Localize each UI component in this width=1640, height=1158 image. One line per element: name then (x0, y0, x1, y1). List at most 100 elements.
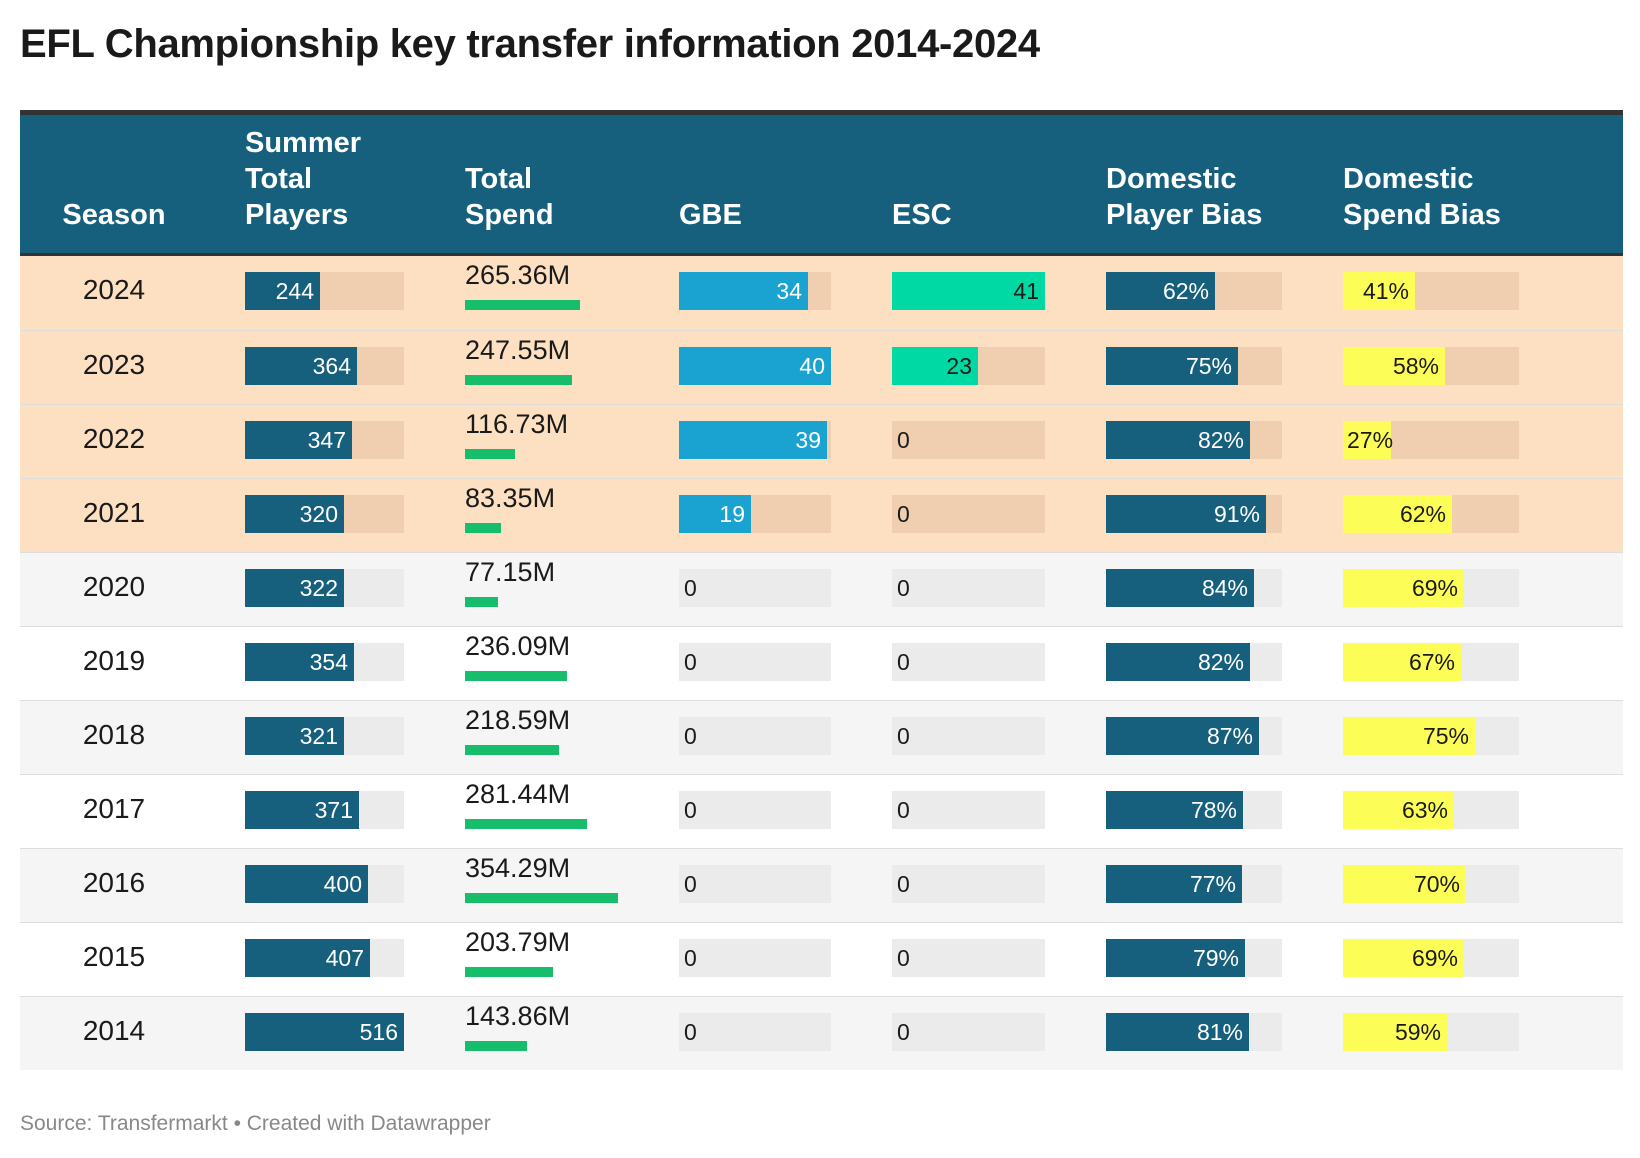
spend-bias-bar (1343, 1013, 1447, 1051)
esc-bar-track: 0 (892, 717, 1045, 755)
table-body: 2024 244 34 41 62% 41% 265.36M 2023 364 40 23 75% 58… (20, 256, 1623, 1070)
header-players: Summer Total Players (245, 127, 362, 231)
spend-bias-bar-track: 67% (1343, 643, 1519, 681)
esc-bar-track: 0 (892, 865, 1045, 903)
players-bar (245, 272, 320, 310)
season-cell: 2017 (82, 793, 146, 824)
gbe-value: 0 (684, 649, 697, 675)
spend-bar (465, 671, 567, 681)
spend-bias-value: 58% (1392, 353, 1439, 379)
spend-bias-value: 69% (1411, 945, 1458, 971)
gbe-value: 0 (684, 797, 697, 823)
esc-value: 0 (897, 427, 910, 453)
spend-value: 281.44M (465, 779, 571, 809)
gbe-bar (679, 421, 827, 459)
player-bias-value: 81% (1196, 1019, 1243, 1045)
player-bias-value: 77% (1189, 871, 1236, 897)
player-bias-bar-track: 75% (1106, 347, 1282, 385)
header-spend-bias: Domestic Spend Bias (1343, 163, 1501, 231)
player-bias-bar (1106, 939, 1245, 977)
player-bias-bar-track: 77% (1106, 865, 1282, 903)
players-bar-track: 516 (245, 1013, 404, 1051)
table-header: Season Summer Total Players Total Spend … (20, 115, 1623, 256)
spend-value: 236.09M (465, 631, 571, 661)
esc-bar-track: 0 (892, 569, 1045, 607)
players-bar (245, 865, 368, 903)
esc-value: 23 (946, 353, 972, 379)
esc-value: 0 (897, 945, 910, 971)
season-cell: 2023 (82, 349, 146, 380)
esc-bar (892, 347, 978, 385)
table-row: 2021 320 19 0 91% 62% 83.35M (20, 478, 1623, 552)
spend-bias-bar (1343, 717, 1475, 755)
spend-value: 77.15M (465, 557, 556, 587)
spend-bias-value: 41% (1362, 278, 1409, 304)
players-value: 347 (307, 427, 346, 453)
table-row: 2015 407 0 0 79% 69% 203.79M (20, 922, 1623, 996)
players-bar (245, 939, 370, 977)
players-bar-track: 364 (245, 347, 404, 385)
table-row: 2024 244 34 41 62% 41% 265.36M (20, 256, 1623, 330)
players-bar-track: 244 (245, 272, 404, 310)
gbe-bar (679, 347, 831, 385)
players-bar-track: 407 (245, 939, 404, 977)
spend-bias-value: 59% (1394, 1019, 1441, 1045)
spend-bias-bar-track: 62% (1343, 495, 1519, 533)
player-bias-value: 91% (1213, 501, 1260, 527)
player-bias-bar-track: 84% (1106, 569, 1282, 607)
table-row: 2016 400 0 0 77% 70% 354.29M (20, 848, 1623, 922)
gbe-value: 0 (684, 723, 697, 749)
players-value: 516 (359, 1019, 398, 1045)
player-bias-bar (1106, 643, 1250, 681)
players-bar (245, 347, 357, 385)
table-row: 2022 347 39 0 82% 27% 116.73M (20, 404, 1623, 478)
player-bias-bar (1106, 1013, 1249, 1051)
player-bias-value: 75% (1185, 353, 1232, 379)
esc-bar-track: 0 (892, 791, 1045, 829)
table-row: 2017 371 0 0 78% 63% 281.44M (20, 774, 1623, 848)
player-bias-bar-track: 78% (1106, 791, 1282, 829)
header-esc: ESC (892, 199, 952, 231)
header-season: Season (62, 199, 166, 231)
esc-bar-track: 0 (892, 939, 1045, 977)
spend-bias-value: 70% (1413, 871, 1460, 897)
players-bar (245, 717, 344, 755)
chart-title: EFL Championship key transfer informatio… (20, 22, 1040, 66)
gbe-value: 0 (684, 871, 697, 897)
spend-bar (465, 300, 580, 310)
player-bias-bar (1106, 272, 1215, 310)
spend-value: 354.29M (465, 853, 571, 883)
gbe-bar-track: 40 (679, 347, 831, 385)
table-top-rule (20, 110, 1623, 115)
esc-bar-track: 23 (892, 347, 1045, 385)
esc-value: 0 (897, 1019, 910, 1045)
spend-bias-bar (1343, 865, 1466, 903)
table-row: 2023 364 40 23 75% 58% 247.55M (20, 330, 1623, 404)
player-bias-bar-track: 62% (1106, 272, 1282, 310)
esc-value: 41 (1013, 278, 1039, 304)
gbe-bar-track: 39 (679, 421, 831, 459)
players-value: 322 (299, 575, 338, 601)
gbe-value: 34 (776, 278, 802, 304)
spend-value: 83.35M (465, 483, 556, 513)
players-value: 321 (299, 723, 338, 749)
spend-bar (465, 893, 618, 903)
player-bias-value: 62% (1162, 278, 1209, 304)
spend-bias-bar (1343, 939, 1464, 977)
spend-bias-value: 69% (1411, 575, 1458, 601)
spend-bias-value: 67% (1408, 649, 1455, 675)
season-cell: 2020 (82, 571, 146, 602)
gbe-bar (679, 495, 751, 533)
gbe-bar-track: 0 (679, 569, 831, 607)
gbe-bar-track: 34 (679, 272, 831, 310)
header-player-bias: Domestic Player Bias (1106, 163, 1263, 231)
player-bias-value: 82% (1197, 427, 1244, 453)
player-bias-bar (1106, 569, 1254, 607)
source-note: Source: Transfermarkt • Created with Dat… (20, 1112, 491, 1135)
players-bar-track: 322 (245, 569, 404, 607)
spend-bias-bar-track: 69% (1343, 569, 1519, 607)
gbe-value: 0 (684, 945, 697, 971)
player-bias-bar-track: 79% (1106, 939, 1282, 977)
gbe-bar-track: 0 (679, 791, 831, 829)
players-bar (245, 643, 354, 681)
